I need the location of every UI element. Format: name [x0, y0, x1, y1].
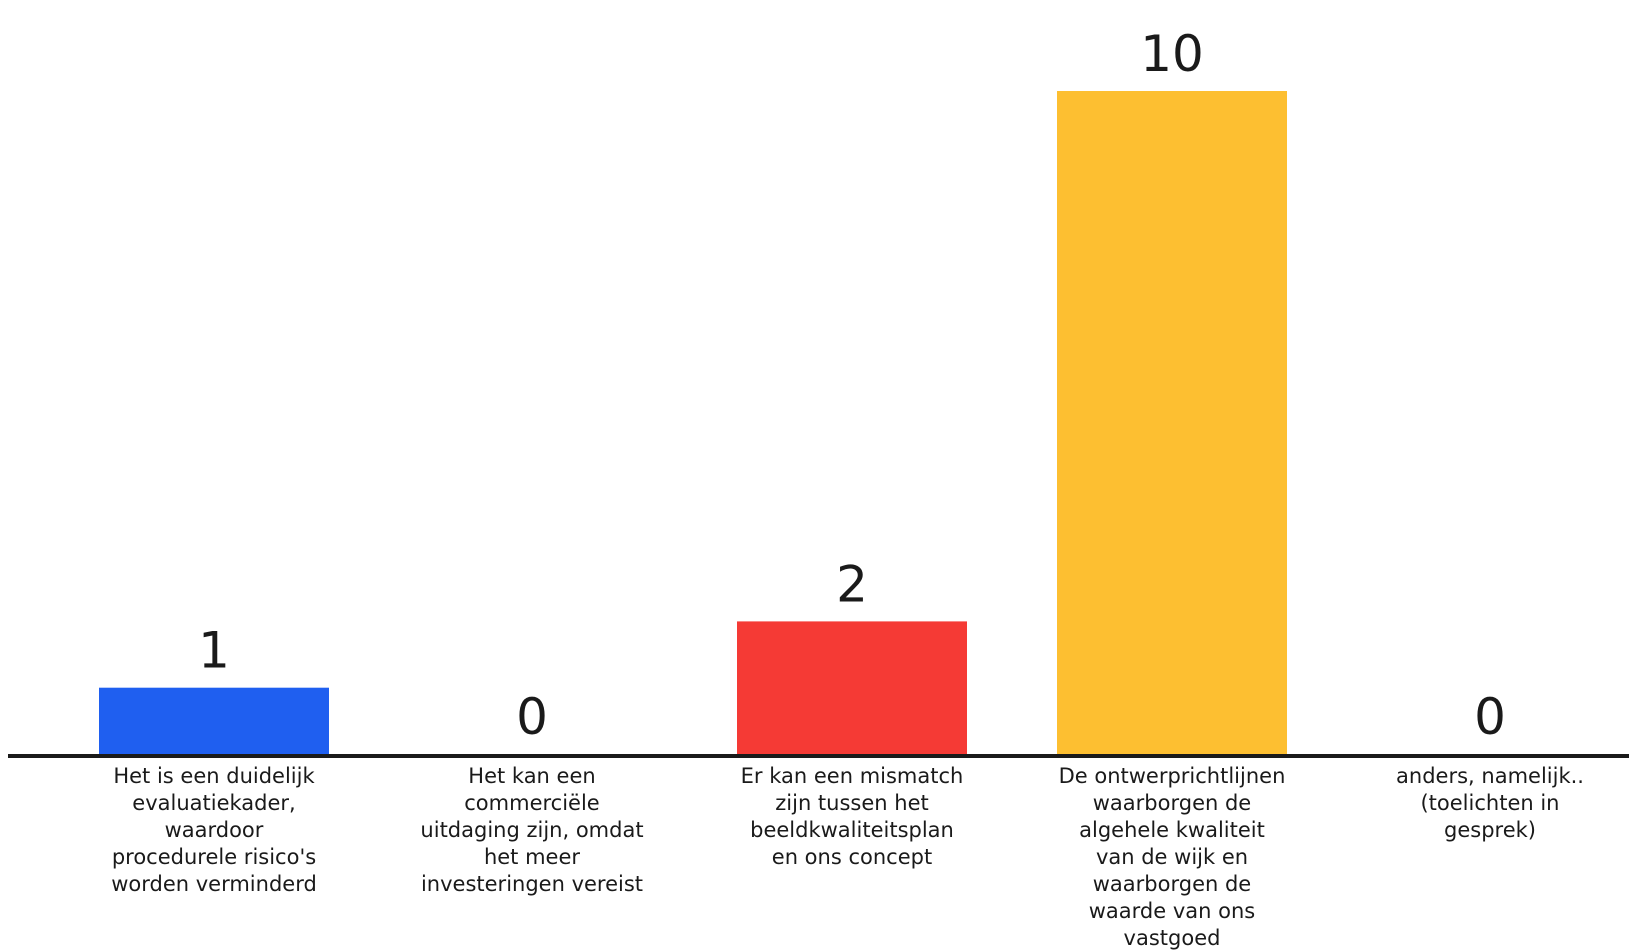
value-label-2: 0	[516, 688, 548, 746]
category-label-line: en ons concept	[772, 845, 932, 869]
category-label-line: beeldkwaliteitsplan	[750, 818, 954, 842]
category-label-line: zijn tussen het	[775, 791, 928, 815]
bar-4	[1057, 91, 1287, 754]
category-label-4: De ontwerprichtlijnen waarborgen de algehe…	[1059, 764, 1286, 950]
bar-1	[99, 687, 329, 754]
category-label-line: evaluatiekader,	[132, 791, 295, 815]
category-label-line: waarborgen de	[1093, 872, 1251, 896]
category-label-line: het meer	[484, 845, 580, 869]
category-label-line: algehele kwaliteit	[1079, 818, 1265, 842]
category-label-line: anders, namelijk..	[1396, 764, 1584, 788]
category-label-line: van de wijk en	[1096, 845, 1248, 869]
value-label-5: 0	[1474, 688, 1506, 746]
category-label-line: gesprek)	[1444, 818, 1536, 842]
value-label-4: 10	[1140, 25, 1204, 83]
category-label-line: Er kan een mismatch	[741, 764, 964, 788]
category-label-line: procedurele risico's	[112, 845, 316, 869]
category-label-line: vastgoed	[1124, 926, 1221, 950]
category-label-1: Het is een duidelijk evaluatiekader, waard…	[111, 764, 317, 896]
category-label-line: De ontwerprichtlijnen	[1059, 764, 1286, 788]
category-label-line: waardoor	[165, 818, 264, 842]
category-label-5: anders, namelijk.. (toelichten in gesprek)	[1396, 764, 1584, 842]
category-label-line: commerciële	[464, 791, 599, 815]
category-label-line: waarborgen de	[1093, 791, 1251, 815]
category-label-line: waarde van ons	[1089, 899, 1255, 923]
category-label-line: worden verminderd	[111, 872, 317, 896]
category-label-line: (toelichten in	[1420, 791, 1559, 815]
category-label-line: Het is een duidelijk	[113, 764, 315, 788]
value-label-1: 1	[198, 622, 230, 680]
category-label-line: uitdaging zijn, omdat	[420, 818, 643, 842]
category-label-line: investeringen vereist	[421, 872, 643, 896]
category-label-line: Het kan een	[468, 764, 595, 788]
bar-3	[737, 621, 967, 754]
category-label-3: Er kan een mismatch zijn tussen het beeldk…	[741, 764, 964, 869]
value-label-3: 2	[836, 555, 868, 613]
bars-group	[99, 91, 1287, 754]
category-label-2: Het kan een commerciële uitdaging zijn, om…	[420, 764, 643, 896]
category-labels-group: Het is een duidelijk evaluatiekader, waard…	[111, 764, 1584, 950]
